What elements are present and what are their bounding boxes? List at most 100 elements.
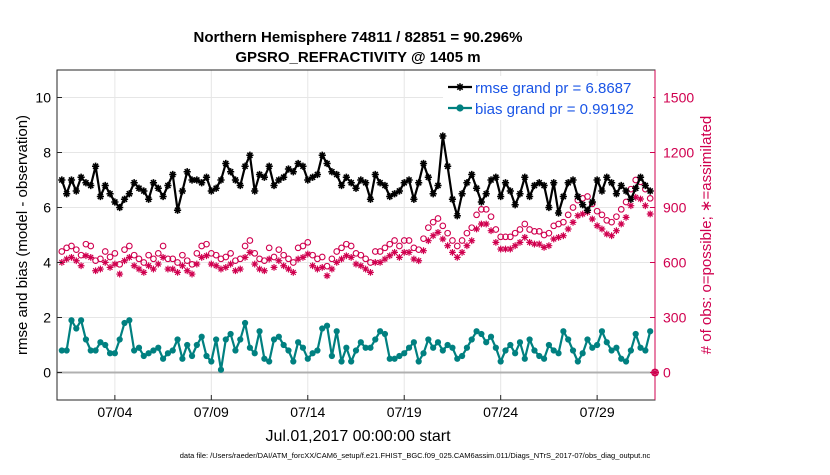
bias-point — [270, 336, 278, 343]
bias-point — [603, 339, 610, 346]
possible-point — [169, 255, 177, 263]
assimilated-point — [222, 264, 230, 271]
bias-point — [280, 341, 287, 349]
assimilated-point — [207, 260, 215, 268]
assimilated-point — [641, 202, 649, 210]
rmse-point — [487, 176, 495, 184]
rmse-point — [96, 192, 104, 201]
possible-point — [458, 237, 466, 244]
bias-point — [531, 347, 538, 354]
assimilated-point — [347, 253, 355, 261]
rmse-point — [521, 173, 529, 181]
possible-point — [222, 253, 230, 261]
rmse-point — [125, 190, 133, 198]
assimilated-point — [468, 237, 476, 245]
assimilated-point — [188, 270, 196, 278]
assimilated-point — [178, 262, 186, 270]
possible-point — [516, 226, 524, 233]
assimilated-point — [487, 227, 495, 235]
assimilated-point — [256, 265, 263, 273]
assimilated-point — [622, 213, 630, 221]
possible-point — [227, 249, 234, 257]
possible-point — [285, 255, 292, 263]
rmse-point — [405, 176, 413, 184]
bias-point — [618, 355, 625, 362]
bias-point — [198, 333, 205, 340]
assimilated-point — [400, 248, 408, 256]
rmse-point — [458, 190, 466, 198]
x-tick-label-3: 07/19 — [387, 404, 422, 420]
rmse-point — [111, 198, 119, 206]
legend-rmse-label: rmse grand pr = 6.8687 — [475, 80, 631, 97]
possible-point — [400, 237, 408, 244]
x-tick-label-5: 07/29 — [580, 404, 615, 420]
bias-point — [637, 344, 644, 351]
rmse-point — [429, 190, 437, 198]
assimilated-point — [521, 233, 529, 241]
rmse-point — [246, 151, 254, 159]
bias-point — [415, 358, 422, 365]
possible-point — [598, 211, 606, 219]
assimilated-point — [212, 262, 220, 270]
rmse-point — [294, 159, 302, 168]
y-right-tick-label-4: 1200 — [663, 145, 694, 161]
assimilated-point — [116, 270, 124, 278]
assimilated-point — [516, 238, 524, 246]
possible-point — [646, 194, 654, 202]
rmse-point — [588, 198, 596, 206]
rmse-point — [280, 173, 288, 181]
bias-point — [396, 352, 403, 360]
rmse-point — [313, 170, 322, 179]
assimilated-point — [275, 257, 283, 265]
assimilated-point — [506, 245, 514, 253]
bias-point — [304, 355, 311, 362]
rmse-point — [299, 162, 307, 170]
bias-point — [131, 347, 138, 354]
rmse-point — [608, 179, 616, 187]
chart-title-line-1: Northern Hemisphere 74811 / 82851 = 90.2… — [194, 29, 523, 46]
assimilated-point — [101, 258, 109, 266]
bias-point — [405, 344, 413, 351]
x-axis: 07/04 07/09 07/14 07/19 07/24 07/29 — [97, 395, 615, 420]
assimilated-point — [140, 269, 148, 276]
rmse-point — [145, 195, 153, 203]
rmse-point — [202, 173, 211, 181]
assimilated-point — [381, 255, 389, 263]
rmse-point — [545, 203, 553, 212]
assimilated-point — [482, 220, 490, 228]
possible-point — [111, 249, 119, 257]
rmse-point — [227, 168, 235, 176]
possible-point — [159, 242, 167, 250]
legend-box — [443, 76, 653, 120]
rmse-point — [284, 165, 293, 173]
assimilated-point — [280, 262, 288, 270]
rmse-point — [564, 179, 572, 187]
assimilated-point — [323, 272, 331, 280]
rmse-point — [550, 179, 558, 187]
assimilated-point — [338, 255, 345, 263]
bias-point — [159, 355, 167, 362]
bias-point — [483, 339, 490, 346]
rmse-point — [63, 190, 71, 198]
bias-point — [102, 341, 109, 349]
rmse-point — [193, 176, 201, 184]
possible-point — [381, 244, 389, 252]
rmse-point — [106, 190, 114, 198]
possible-point — [424, 224, 432, 232]
assimilated-point — [449, 248, 456, 256]
possible-point — [299, 242, 307, 250]
bias-point — [377, 328, 384, 335]
y-axis-right: 0 300 600 900 1200 1500 — [650, 70, 694, 400]
assimilated-point — [396, 253, 403, 261]
assimilated-point — [569, 218, 577, 226]
bias-point — [213, 336, 220, 343]
bias-point — [536, 352, 543, 360]
bias-point — [584, 336, 591, 343]
bias-point — [627, 347, 634, 354]
assimilated-point — [627, 202, 635, 210]
bias-point — [232, 347, 239, 354]
assimilated-point — [559, 232, 567, 240]
rmse-point — [217, 176, 225, 184]
possible-point — [323, 262, 331, 270]
